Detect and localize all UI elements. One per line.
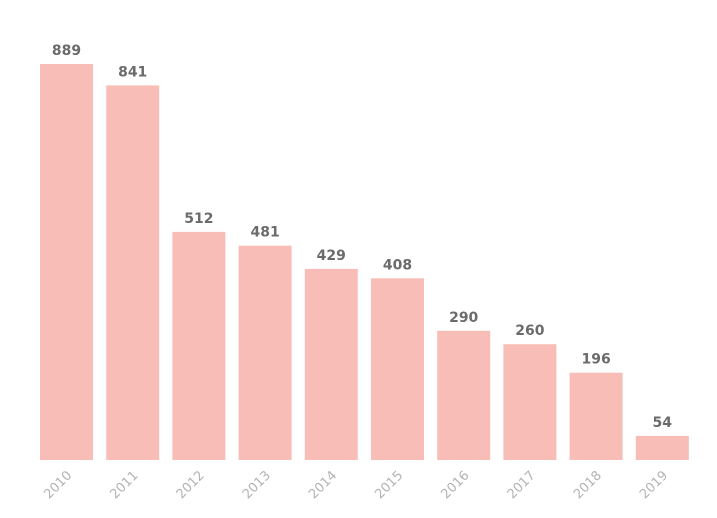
bar-2013: [238, 245, 292, 460]
x-tick-label-2013: 2013: [240, 468, 274, 502]
value-label-2017: 260: [515, 323, 544, 339]
value-label-2019: 54: [653, 415, 673, 431]
bar-2011: [106, 85, 160, 461]
x-tick-labels-group: 2010 2011 2012 2013 2014 2015 2016 2017 2018 2019: [41, 468, 671, 502]
value-label-2011: 841: [118, 64, 147, 80]
bar-2012: [172, 231, 226, 460]
bar-2015: [371, 278, 424, 460]
x-tick-label-2017: 2017: [505, 468, 539, 502]
value-label-2015: 408: [383, 257, 412, 273]
bar-2010: [40, 64, 93, 460]
value-label-2018: 196: [581, 352, 610, 368]
x-tick-label-2011: 2011: [108, 468, 142, 502]
x-tick-label-2016: 2016: [439, 468, 473, 502]
x-tick-label-2012: 2012: [174, 468, 208, 502]
x-tick-label-2018: 2018: [571, 468, 605, 502]
bar-2018: [569, 372, 623, 460]
bar-2017: [503, 344, 557, 460]
value-label-2010: 889: [52, 43, 81, 59]
value-label-2012: 512: [184, 211, 213, 227]
value-label-2016: 290: [449, 310, 478, 326]
value-label-2014: 429: [317, 248, 346, 264]
bars-group: [40, 64, 689, 461]
bar-2019: [635, 435, 689, 460]
x-tick-label-2010: 2010: [41, 468, 75, 502]
bar-2016: [437, 330, 491, 460]
bar-2014: [304, 268, 358, 460]
x-tick-label-2014: 2014: [306, 468, 340, 502]
value-label-2013: 481: [250, 225, 279, 241]
value-labels-group: 889 841 512 481 429 408 290 260 196 54: [52, 43, 672, 431]
x-tick-label-2019: 2019: [637, 468, 671, 502]
x-tick-label-2015: 2015: [372, 468, 406, 502]
